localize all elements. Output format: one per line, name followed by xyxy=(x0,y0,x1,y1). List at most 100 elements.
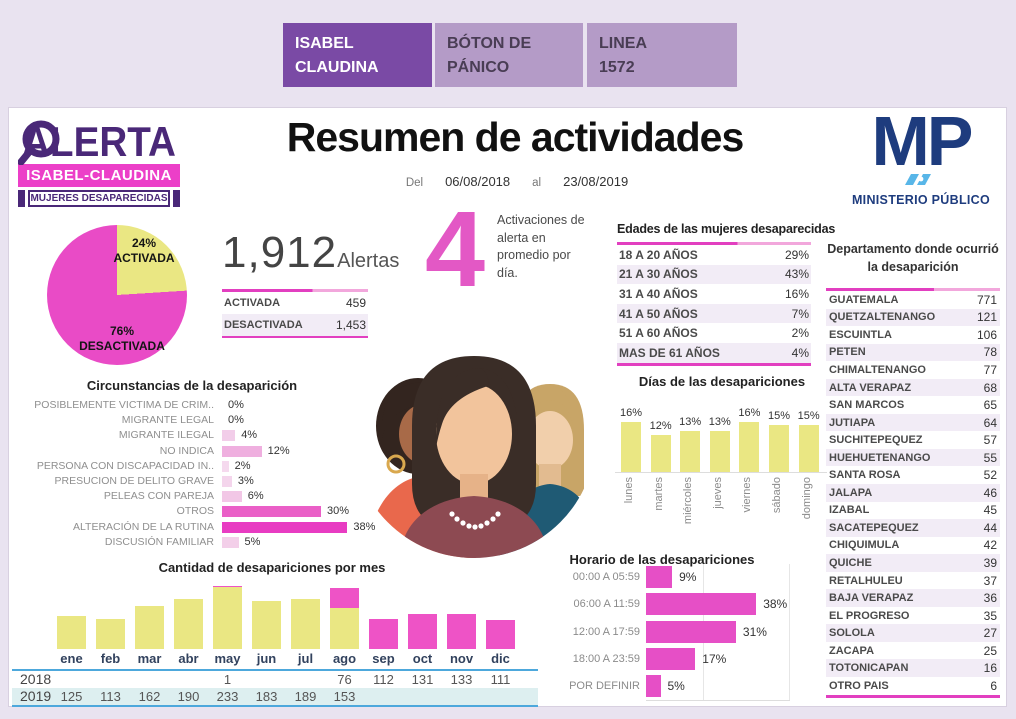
horario-value: 38% xyxy=(763,597,788,612)
circ-row: DISCUSIÓN FAMILIAR 5% xyxy=(8,535,376,550)
dia-bar xyxy=(739,422,760,472)
dia-label: miércoles xyxy=(682,477,695,525)
departamento-name: QUICHE xyxy=(829,556,872,569)
count-2019: 162 xyxy=(138,689,161,704)
table-bottom-rule xyxy=(826,694,1000,698)
horario-row: 00:00 A 05:59 9% xyxy=(556,564,826,591)
dia-label: domingo xyxy=(800,477,813,520)
status-label: DESACTIVADA xyxy=(224,319,303,331)
age-pct: 29% xyxy=(784,247,809,262)
departamento-name: RETALHULEU xyxy=(829,574,903,587)
mes-bar-2019 xyxy=(291,599,320,649)
month-label: ene xyxy=(60,651,83,666)
total-alerts-unit: Alertas xyxy=(337,250,400,272)
age-range: 21 A 30 AÑOS xyxy=(619,267,698,282)
departamento-name: IZABAL xyxy=(829,504,870,517)
departamento-count: 106 xyxy=(976,327,997,342)
circ-row: PRESUCION DE DELITO GRAVE 3% xyxy=(8,474,376,489)
dia-label: lunes xyxy=(623,477,635,504)
meses-title: Cantidad de desapariciones por mes xyxy=(158,560,386,575)
year-label: 2019 xyxy=(20,688,52,704)
total-alerts: 1,912Alertas xyxy=(222,228,399,278)
departamento-row: SAN MARCOS 65 xyxy=(826,396,1000,414)
circ-category: NO INDICA xyxy=(159,444,214,457)
mes-bar-2018 xyxy=(330,588,359,608)
count-2019: 153 xyxy=(333,689,356,704)
horario-bar xyxy=(646,593,757,616)
circ-bar xyxy=(222,506,321,518)
table-top-rule xyxy=(617,242,811,245)
departamento-name: OTRO PAIS xyxy=(829,679,889,692)
circ-bar xyxy=(222,536,239,548)
count-2018: 76 xyxy=(337,672,352,687)
departamento-row: HUEHUETENANGO 55 xyxy=(826,448,1000,467)
table-bottom-rule xyxy=(617,362,811,366)
tab-boton-de-panico[interactable]: BÓTON DE PÁNICO xyxy=(435,23,583,87)
circ-category: OTROS xyxy=(176,505,214,518)
meses-chart: Cantidad de desapariciones por mes ene fe… xyxy=(12,560,538,708)
departamento-row: SUCHITEPEQUEZ 57 xyxy=(826,431,1000,449)
departamento-name: SACATEPEQUEZ xyxy=(829,521,919,534)
horario-bar xyxy=(646,620,736,643)
edades-row: 31 A 40 AÑOS 16% xyxy=(617,284,811,304)
departamento-name: SOLOLA xyxy=(829,627,875,640)
status-row: ACTIVADA 459 xyxy=(222,292,368,314)
mes-bar-2019 xyxy=(330,608,359,649)
circ-row: MIGRANTE ILEGAL 4% xyxy=(8,428,376,443)
departamento-row: CHIMALTENANGO 77 xyxy=(826,361,1000,379)
divider-line xyxy=(12,669,538,671)
departamento-count: 36 xyxy=(983,591,997,606)
age-range: 18 A 20 AÑOS xyxy=(619,247,698,262)
dia-label: jueves xyxy=(711,477,724,509)
circ-row: POSIBLEMENTE VICTIMA DE CRIM.. 0% xyxy=(8,398,376,413)
departamento-count: 16 xyxy=(983,661,997,676)
edades-row: 41 A 50 AÑOS 7% xyxy=(617,303,811,324)
status-value: 459 xyxy=(345,296,366,310)
circ-value: 38% xyxy=(353,520,376,533)
horario-category: POR DEFINIR xyxy=(569,680,640,693)
tab-linea-1572[interactable]: LINEA 1572 xyxy=(587,23,737,87)
month-label: dic xyxy=(491,651,510,666)
woman-center xyxy=(400,356,548,558)
count-2018: 112 xyxy=(373,672,394,687)
date-range: Del 06/08/2018 al 23/08/2019 xyxy=(352,174,682,189)
month-label: abr xyxy=(178,651,199,666)
dia-value: 13% xyxy=(679,416,702,428)
status-table-rows: ACTIVADA 459 DESACTIVADA 1,453 xyxy=(222,292,368,336)
mp-initials: MP xyxy=(871,102,974,180)
edades-row: 51 A 60 AÑOS 2% xyxy=(617,323,811,343)
mp-flag-icon xyxy=(905,174,931,185)
departamento-row: EL PROGRESO 35 xyxy=(826,607,1000,625)
dias-title: Días de las desapariciones xyxy=(638,374,806,389)
horario-bar xyxy=(646,675,661,698)
circ-value: 30% xyxy=(327,505,350,518)
circ-value: 3% xyxy=(237,475,254,487)
month-label: oct xyxy=(412,651,433,666)
date-from-value[interactable]: 06/08/2018 xyxy=(445,174,511,189)
departamento-name: SANTA ROSA xyxy=(829,469,901,482)
tab-isabel-claudina[interactable]: ISABEL CLAUDINA xyxy=(283,23,432,87)
mes-bar-2018 xyxy=(408,614,437,649)
dia-label: viernes xyxy=(741,477,754,513)
horario-row: POR DEFINIR 5% xyxy=(556,673,826,700)
dia-label: sábado xyxy=(771,477,783,514)
banner-end-block xyxy=(18,190,26,207)
departamento-name: JUTIAPA xyxy=(829,416,876,429)
mes-bar-2018 xyxy=(447,614,476,649)
count-2018: 1 xyxy=(223,672,232,687)
circ-bar xyxy=(222,460,229,472)
women-illustration xyxy=(366,356,596,558)
gridline xyxy=(789,564,790,700)
month-label: sep xyxy=(372,651,395,666)
departamento-row: PETEN 78 xyxy=(826,343,1000,362)
count-2018: 131 xyxy=(411,672,434,687)
departamento-row: SOLOLA 27 xyxy=(826,624,1000,642)
table-bottom-rule xyxy=(222,336,368,338)
dia-bar xyxy=(680,431,701,472)
age-range: MAS DE 61 AÑOS xyxy=(619,345,720,360)
circ-value: 6% xyxy=(247,490,264,503)
count-2019: 233 xyxy=(216,689,239,704)
date-to-value[interactable]: 23/08/2019 xyxy=(563,174,629,189)
date-to-label: al xyxy=(532,177,542,189)
magnifier-icon xyxy=(22,120,60,158)
